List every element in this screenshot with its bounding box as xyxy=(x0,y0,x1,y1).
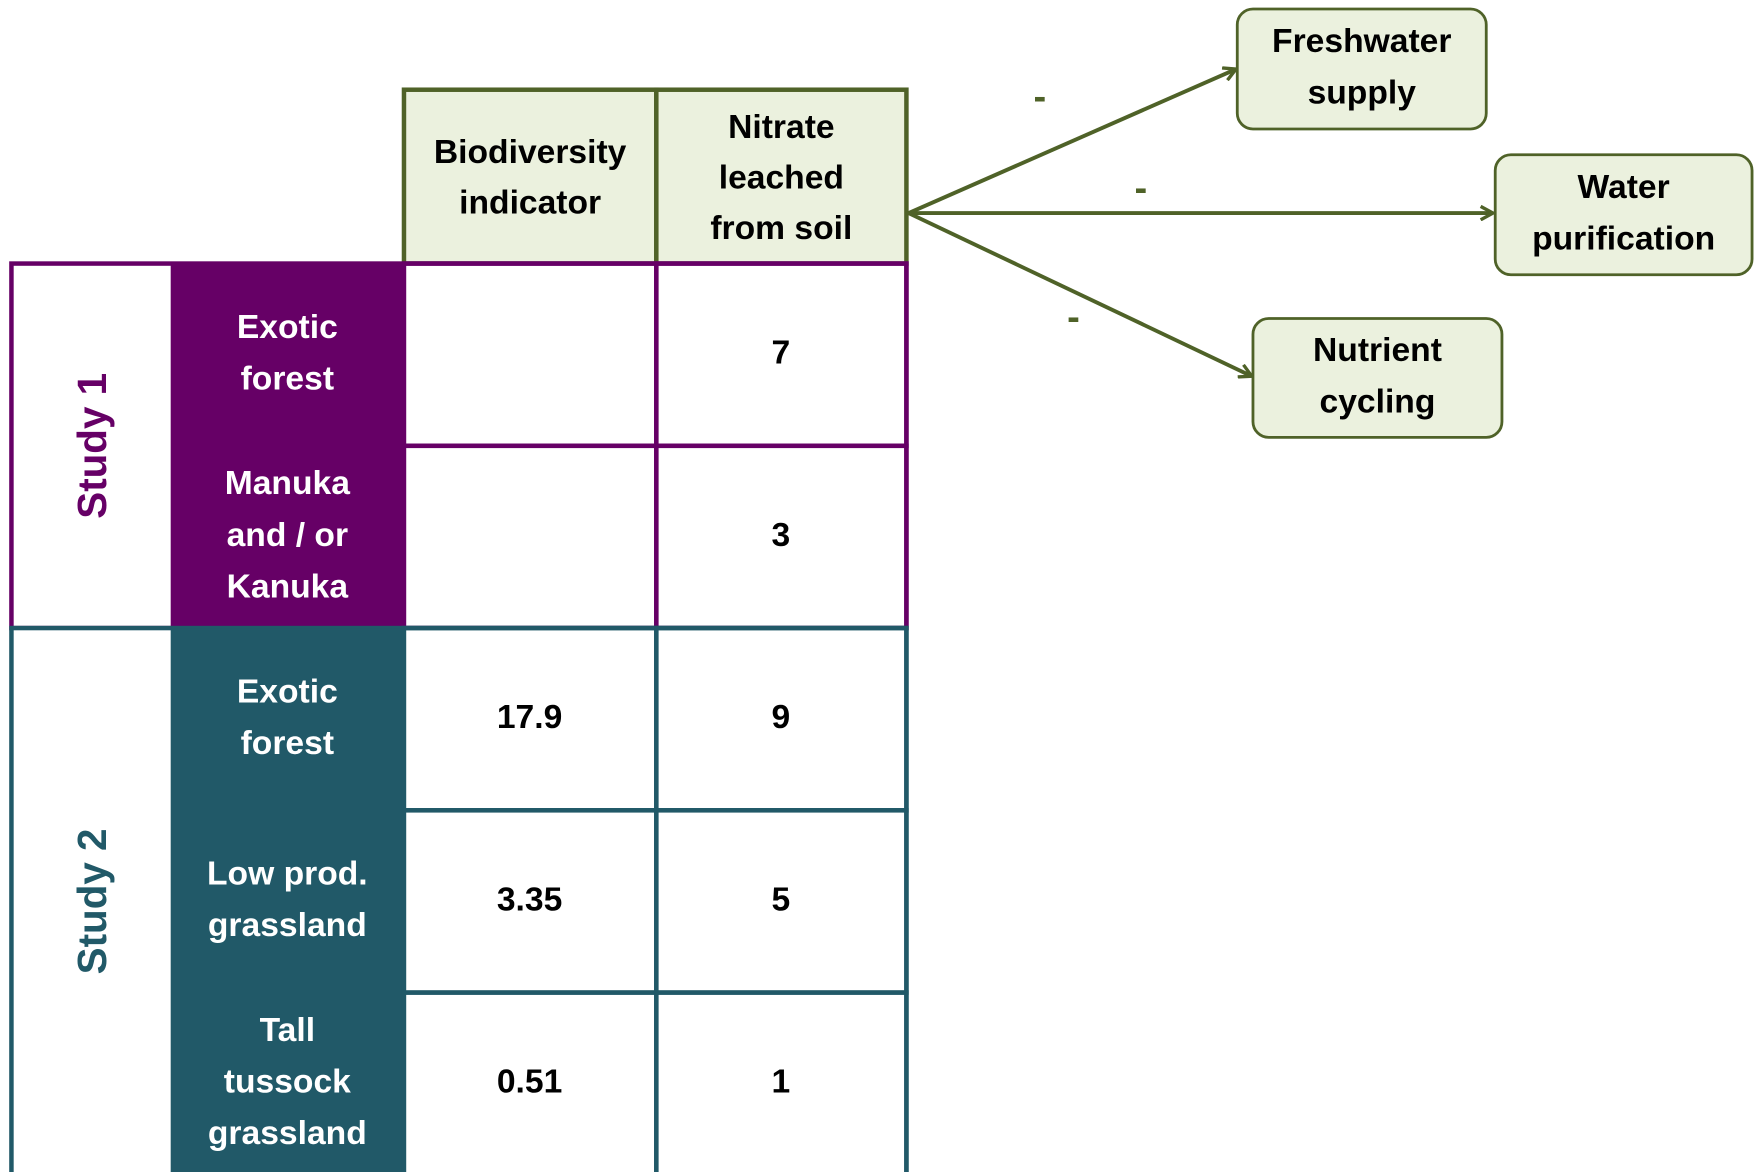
sign: - xyxy=(1067,296,1080,339)
arrow xyxy=(907,211,1251,376)
row-name: and / or xyxy=(227,517,348,554)
nitrate-value: 3 xyxy=(771,517,790,554)
row-name: tussock xyxy=(224,1064,351,1101)
service-label: Freshwater xyxy=(1272,23,1451,60)
sign: - xyxy=(1034,75,1047,118)
service-box xyxy=(1235,7,1488,131)
name-column xyxy=(170,263,404,629)
header-cell xyxy=(401,87,659,266)
service-label: Water xyxy=(1578,169,1670,206)
arrow xyxy=(907,70,1235,215)
column-header: indicator xyxy=(459,185,601,222)
row-name: Low prod. xyxy=(207,856,368,893)
column-header: Biodiversity xyxy=(434,134,627,171)
value-cell xyxy=(654,990,909,1172)
column-header: from soil xyxy=(710,210,852,247)
sign: - xyxy=(1134,167,1147,210)
biodiversity-value: 0.51 xyxy=(497,1064,562,1101)
name-column xyxy=(170,628,404,1172)
biodiversity-value: 17.9 xyxy=(497,699,562,736)
column-header: Nitrate xyxy=(728,109,835,146)
service-label: cycling xyxy=(1320,384,1436,421)
nitrate-value: 7 xyxy=(771,335,790,372)
row-name: forest xyxy=(241,725,334,762)
service-label: purification xyxy=(1532,220,1715,257)
nitrate-value: 5 xyxy=(771,881,790,918)
service-box xyxy=(1493,153,1754,277)
row-name: Manuka xyxy=(225,465,350,502)
row-name: Exotic xyxy=(237,309,338,346)
study-label: Study 1 xyxy=(69,373,115,519)
row-name: forest xyxy=(241,360,334,397)
row-name: Tall xyxy=(260,1012,315,1049)
service-label: supply xyxy=(1308,75,1417,112)
nitrate-value: 9 xyxy=(771,699,790,736)
column-header: leached xyxy=(719,159,844,196)
row-name: Exotic xyxy=(237,673,338,710)
biodiversity-value: 3.35 xyxy=(497,881,562,918)
row-name: Kanuka xyxy=(227,568,349,605)
header-cell xyxy=(654,87,909,266)
study-label: Study 2 xyxy=(69,829,115,975)
service-label: Nutrient xyxy=(1313,332,1442,369)
service-box xyxy=(1251,317,1504,439)
nitrate-value: 1 xyxy=(771,1064,790,1101)
row-name: grassland xyxy=(208,907,367,944)
row-name: grassland xyxy=(208,1115,367,1152)
